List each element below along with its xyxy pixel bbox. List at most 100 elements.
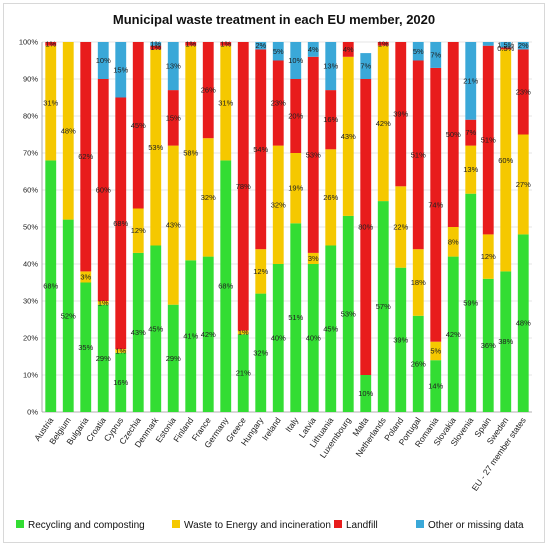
y-tick-label: 100% — [19, 38, 39, 47]
value-label: 60% — [96, 186, 111, 195]
bar-segment — [237, 330, 249, 335]
value-label: 1.5% — [497, 40, 514, 49]
bar-segment — [255, 293, 267, 412]
value-label: 12% — [253, 267, 268, 276]
value-label: 59% — [463, 298, 478, 307]
bar-segment — [412, 249, 424, 316]
bar-segment — [325, 149, 337, 246]
value-label: 16% — [113, 378, 128, 387]
bar-segment — [150, 49, 162, 246]
bar-segment — [412, 315, 424, 412]
bar-segment — [500, 271, 512, 412]
bar-segment — [517, 49, 529, 135]
value-label: 62% — [78, 152, 93, 161]
bar-segment — [97, 301, 109, 305]
y-tick-label: 70% — [23, 149, 38, 158]
bar-segment — [307, 264, 319, 412]
value-label: 32% — [201, 193, 216, 202]
bar-segment — [272, 264, 284, 412]
legend-label: Recycling and composting — [28, 520, 145, 531]
value-label: 53% — [306, 150, 321, 159]
value-label: 36% — [481, 341, 496, 350]
bar-segment — [465, 145, 477, 194]
value-label: 7% — [360, 62, 371, 71]
bar-segment — [377, 42, 389, 46]
bar-segment — [482, 278, 494, 412]
value-label: 29% — [96, 354, 111, 363]
bar-segment — [115, 42, 127, 98]
value-label: 4% — [308, 45, 319, 54]
value-label: 60% — [498, 156, 513, 165]
value-label: 0.5% — [497, 44, 514, 53]
value-label: 50% — [446, 130, 461, 139]
legend-swatch — [172, 520, 180, 528]
value-label: 80% — [358, 223, 373, 232]
bar-segment — [62, 42, 74, 220]
bar-segment — [255, 42, 267, 50]
bar-segment — [342, 56, 354, 216]
value-label: 1% — [238, 328, 249, 337]
legend-label: Landfill — [346, 520, 378, 531]
value-label: 32% — [253, 348, 268, 357]
bar-segment — [465, 42, 477, 120]
value-label: 40% — [306, 334, 321, 343]
value-label: 23% — [516, 87, 531, 96]
value-label: 38% — [498, 337, 513, 346]
y-tick-label: 50% — [23, 223, 38, 232]
value-label: 1% — [45, 39, 56, 48]
value-label: 3% — [308, 254, 319, 263]
value-label: 45% — [323, 324, 338, 333]
value-label: 32% — [271, 200, 286, 209]
value-label: 26% — [201, 86, 216, 95]
bar-segment — [97, 42, 109, 79]
value-label: 5% — [413, 47, 424, 56]
value-label: 1% — [378, 39, 389, 48]
value-label: 68% — [113, 219, 128, 228]
value-label: 43% — [131, 328, 146, 337]
bar-segment — [132, 208, 144, 253]
value-label: 1% — [185, 39, 196, 48]
legend: Recycling and composting Waste to Energy … — [16, 520, 524, 531]
value-label: 43% — [166, 221, 181, 230]
value-label: 10% — [358, 389, 373, 398]
value-label: 43% — [341, 132, 356, 141]
y-tick-label: 10% — [23, 371, 38, 380]
bar-segment — [447, 42, 459, 227]
value-label: 42% — [446, 330, 461, 339]
value-label: 7% — [430, 50, 441, 59]
bar-segment — [430, 341, 442, 361]
bar-segment — [517, 134, 529, 235]
bar-segment — [255, 249, 267, 294]
value-label: 5% — [430, 346, 441, 355]
value-label: 2% — [255, 41, 266, 50]
bar-segment — [97, 304, 109, 412]
value-label: 5% — [273, 47, 284, 56]
value-label: 45% — [131, 121, 146, 130]
bar-segment — [220, 45, 232, 161]
bar-segment — [237, 334, 249, 412]
value-label: 10% — [96, 56, 111, 65]
x-category-label: Ireland — [260, 415, 283, 442]
bar-segment — [150, 245, 162, 412]
bar-segment — [360, 375, 372, 412]
value-label: 39% — [393, 110, 408, 119]
y-tick-label: 60% — [23, 186, 38, 195]
bar-segment — [150, 45, 162, 50]
legend-label: Other or missing data — [428, 520, 524, 531]
value-label: 1% — [150, 39, 161, 48]
bar-segment — [255, 49, 267, 250]
bar-segment — [185, 45, 197, 261]
chart-frame: Municipal waste treatment in each EU mem… — [3, 3, 545, 543]
value-label: 27% — [516, 180, 531, 189]
bar-segment — [395, 186, 407, 268]
y-tick-label: 80% — [23, 112, 38, 121]
value-label: 19% — [288, 184, 303, 193]
bar-segment — [132, 42, 144, 209]
value-label: 13% — [463, 165, 478, 174]
bar-segment — [185, 42, 197, 46]
bar-segment — [45, 45, 57, 161]
value-label: 42% — [201, 330, 216, 339]
value-label: 26% — [411, 359, 426, 368]
bar-segment — [115, 349, 127, 353]
bar-segment — [395, 267, 407, 412]
